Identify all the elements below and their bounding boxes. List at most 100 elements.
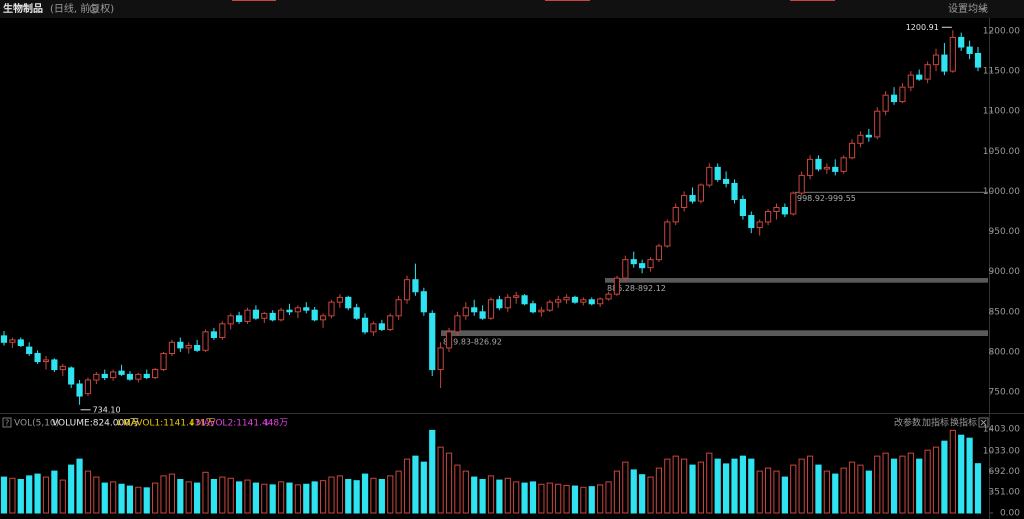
volume-bar bbox=[0, 476, 8, 514]
candle-body bbox=[689, 194, 696, 202]
volume-bar bbox=[798, 458, 805, 514]
candle-body bbox=[790, 192, 797, 215]
candle-body bbox=[17, 339, 24, 346]
volume-bar bbox=[261, 483, 268, 514]
candle-body bbox=[336, 296, 343, 303]
volume-bar bbox=[832, 473, 839, 514]
volume-bar bbox=[907, 452, 914, 514]
volume-bar bbox=[227, 477, 234, 514]
volume-bar bbox=[773, 470, 780, 514]
candle-body bbox=[303, 307, 310, 311]
candle-body bbox=[613, 277, 621, 295]
mavol1-label: MAVOL1:1141.431万 bbox=[123, 419, 215, 429]
volume-bar bbox=[689, 464, 696, 514]
candle-body bbox=[244, 309, 251, 322]
candle-body bbox=[840, 157, 847, 172]
volume-bar bbox=[487, 475, 495, 514]
candle-body bbox=[319, 315, 327, 321]
candle-body bbox=[882, 94, 889, 112]
candle-body bbox=[697, 184, 705, 202]
volume-bar bbox=[345, 478, 352, 514]
volume-bar bbox=[672, 455, 679, 514]
candle-body bbox=[630, 259, 637, 265]
candle-body bbox=[110, 371, 117, 379]
close-button[interactable] bbox=[978, 417, 989, 428]
candle-body bbox=[420, 291, 427, 313]
candle-body bbox=[832, 166, 839, 172]
annotation-label: 1200.91 bbox=[906, 23, 939, 32]
volume-bar bbox=[135, 486, 142, 514]
volume-bar bbox=[630, 469, 637, 514]
volume-bar bbox=[899, 455, 906, 514]
candle-body bbox=[412, 279, 419, 293]
volume-bar bbox=[848, 461, 856, 514]
volume-bar bbox=[857, 464, 864, 514]
candle-body bbox=[210, 331, 218, 338]
header-bar bbox=[0, 0, 1024, 18]
candle-body bbox=[932, 54, 940, 66]
indicator-button[interactable]: 加指标 bbox=[922, 417, 949, 429]
candle-body bbox=[202, 331, 209, 351]
volume-bar bbox=[731, 458, 738, 514]
candle-body bbox=[723, 178, 730, 184]
y-tick-label: 800.00 bbox=[989, 347, 1021, 357]
candle-body bbox=[42, 359, 50, 363]
volume-bar bbox=[597, 484, 604, 514]
volume-bar bbox=[93, 476, 100, 514]
candle-body bbox=[966, 46, 973, 54]
indicator-button[interactable]: 换指标 bbox=[950, 417, 977, 429]
candle-body bbox=[513, 295, 520, 298]
candle-body bbox=[68, 367, 75, 385]
volume-bar bbox=[177, 478, 184, 514]
volume-bar bbox=[613, 470, 621, 514]
candle-body bbox=[798, 174, 805, 194]
help-icon[interactable] bbox=[2, 417, 12, 428]
candle-body bbox=[546, 301, 553, 311]
candle-body bbox=[815, 158, 822, 170]
volume-bar bbox=[185, 481, 192, 514]
candle-body bbox=[681, 194, 688, 208]
y-tick-label: 1150.00 bbox=[983, 67, 1020, 77]
volume-bar bbox=[286, 482, 293, 514]
volume-bar bbox=[34, 473, 41, 514]
ma-button[interactable]: 设置均线 bbox=[948, 2, 988, 15]
volume-bar bbox=[370, 477, 377, 514]
candle-body bbox=[26, 346, 33, 355]
candle-body bbox=[395, 299, 402, 317]
zone-label: 819.83-826.92 bbox=[443, 338, 502, 347]
volume-bar bbox=[454, 464, 461, 514]
volume-bar bbox=[538, 483, 545, 514]
volume-bar bbox=[160, 475, 167, 514]
candle-body bbox=[706, 166, 713, 186]
indicator-button[interactable]: 改参数 bbox=[894, 417, 921, 429]
volume-bar bbox=[236, 481, 243, 514]
volume-bar bbox=[445, 452, 453, 514]
volume-bar bbox=[437, 446, 444, 514]
candle-body bbox=[597, 298, 604, 305]
volume-bar bbox=[219, 476, 226, 514]
candle-body bbox=[588, 299, 595, 305]
volume-tick-label: 351.00 bbox=[989, 487, 1021, 497]
volume-bar bbox=[395, 470, 402, 514]
volume-bar bbox=[681, 458, 688, 514]
close-icon bbox=[980, 419, 987, 426]
candle-body bbox=[118, 370, 125, 375]
settings-icon[interactable] bbox=[89, 4, 99, 14]
candle-body bbox=[387, 315, 394, 330]
volume-bar bbox=[412, 455, 419, 514]
candle-body bbox=[571, 296, 579, 303]
candle-body bbox=[0, 335, 8, 343]
mavol2-label: MAVOL2:1141.448万 bbox=[196, 419, 288, 429]
volume-bar bbox=[874, 455, 881, 514]
candle-body bbox=[454, 315, 461, 333]
candle-body bbox=[504, 296, 511, 309]
volume-bar bbox=[882, 452, 889, 514]
volume-bar bbox=[806, 455, 814, 514]
candle-body bbox=[924, 64, 931, 80]
volume-bar bbox=[26, 475, 33, 514]
candle-body bbox=[437, 347, 444, 371]
volume-bar bbox=[17, 478, 24, 514]
volume-bar bbox=[319, 480, 327, 514]
candle-body bbox=[479, 311, 486, 319]
